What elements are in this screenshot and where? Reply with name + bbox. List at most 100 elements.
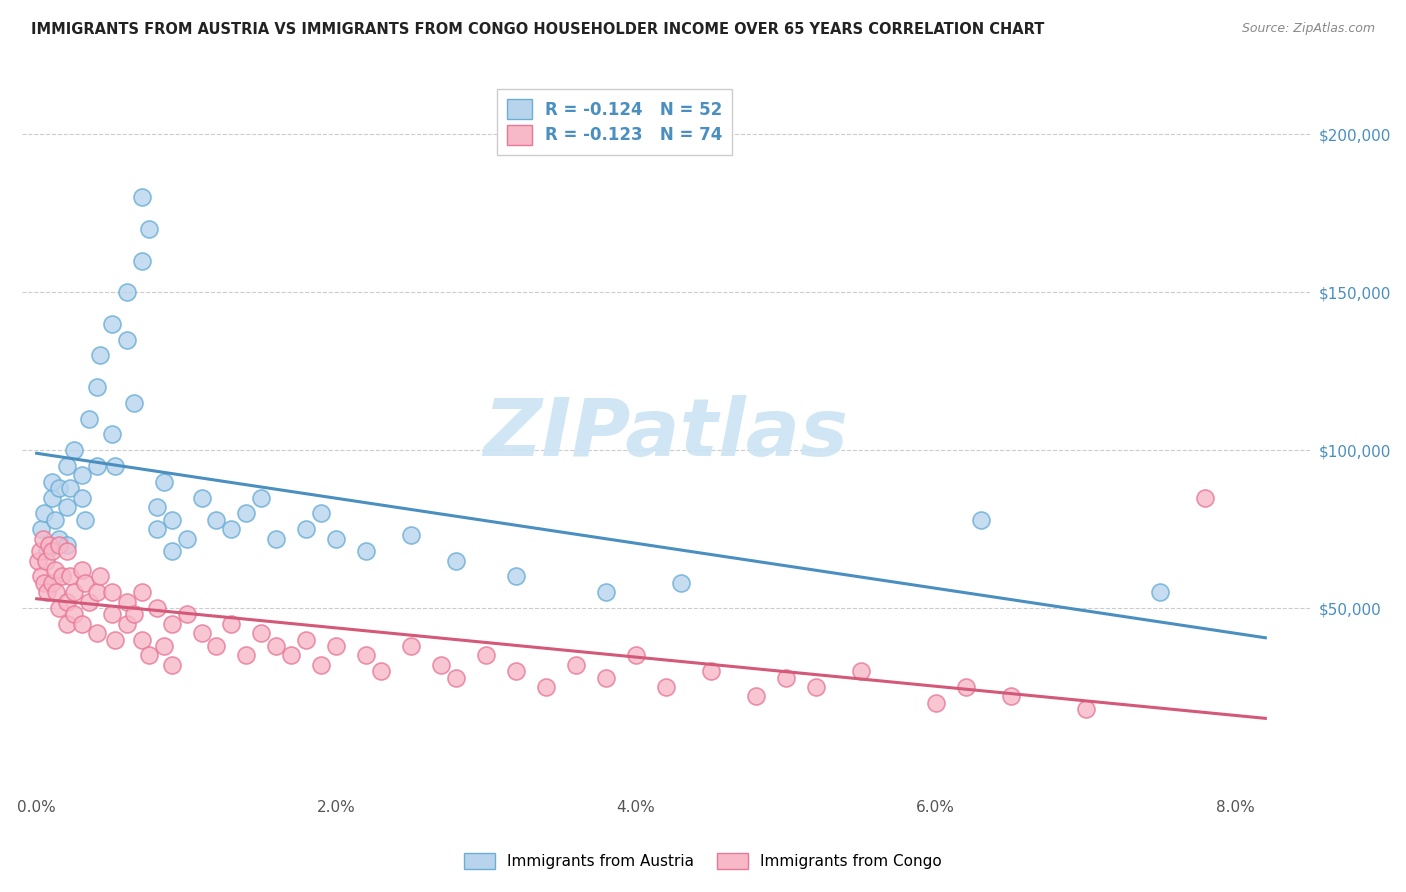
Point xyxy=(669,575,692,590)
Point xyxy=(401,639,423,653)
Point xyxy=(41,544,63,558)
Point xyxy=(1194,491,1216,505)
Point xyxy=(235,506,257,520)
Point xyxy=(59,481,82,495)
Point xyxy=(925,696,948,710)
Point xyxy=(100,607,122,622)
Point xyxy=(311,657,333,672)
Point xyxy=(430,657,453,672)
Point xyxy=(86,380,108,394)
Point xyxy=(32,506,55,520)
Point xyxy=(104,458,127,473)
Point xyxy=(37,585,59,599)
Point xyxy=(295,522,318,536)
Point xyxy=(30,569,52,583)
Point xyxy=(145,522,167,536)
Point xyxy=(77,411,100,425)
Point xyxy=(153,639,176,653)
Point xyxy=(31,532,53,546)
Point xyxy=(1074,702,1097,716)
Point xyxy=(44,513,66,527)
Point xyxy=(38,538,60,552)
Point xyxy=(131,253,153,268)
Point xyxy=(1149,585,1171,599)
Point xyxy=(30,522,52,536)
Point xyxy=(505,569,527,583)
Point xyxy=(250,626,273,640)
Point xyxy=(131,585,153,599)
Point xyxy=(55,538,77,552)
Legend: R = -0.124   N = 52, R = -0.123   N = 74: R = -0.124 N = 52, R = -0.123 N = 74 xyxy=(496,89,733,154)
Point xyxy=(48,601,70,615)
Point xyxy=(1000,690,1022,704)
Point xyxy=(63,585,86,599)
Point xyxy=(86,626,108,640)
Point xyxy=(145,601,167,615)
Point xyxy=(27,554,49,568)
Point xyxy=(37,544,59,558)
Point xyxy=(44,563,66,577)
Point xyxy=(100,317,122,331)
Point xyxy=(55,500,77,514)
Point xyxy=(595,585,617,599)
Point xyxy=(73,513,96,527)
Point xyxy=(595,671,617,685)
Point xyxy=(176,607,198,622)
Point xyxy=(41,575,63,590)
Point xyxy=(160,657,183,672)
Point xyxy=(401,528,423,542)
Text: Source: ZipAtlas.com: Source: ZipAtlas.com xyxy=(1241,22,1375,36)
Point xyxy=(153,475,176,489)
Point xyxy=(55,458,77,473)
Point xyxy=(59,569,82,583)
Point xyxy=(100,585,122,599)
Point xyxy=(145,500,167,514)
Point xyxy=(122,607,145,622)
Point xyxy=(250,491,273,505)
Point xyxy=(32,575,55,590)
Point xyxy=(505,664,527,678)
Point xyxy=(849,664,872,678)
Point xyxy=(955,680,977,694)
Point xyxy=(115,285,138,300)
Point xyxy=(969,513,991,527)
Point xyxy=(77,595,100,609)
Point xyxy=(235,648,257,663)
Point xyxy=(28,544,51,558)
Point xyxy=(89,348,111,362)
Point xyxy=(311,506,333,520)
Point xyxy=(131,190,153,204)
Point xyxy=(266,532,288,546)
Text: IMMIGRANTS FROM AUSTRIA VS IMMIGRANTS FROM CONGO HOUSEHOLDER INCOME OVER 65 YEAR: IMMIGRANTS FROM AUSTRIA VS IMMIGRANTS FR… xyxy=(31,22,1045,37)
Point xyxy=(55,616,77,631)
Point xyxy=(295,632,318,647)
Point xyxy=(160,616,183,631)
Point xyxy=(444,671,467,685)
Point xyxy=(325,532,347,546)
Legend: Immigrants from Austria, Immigrants from Congo: Immigrants from Austria, Immigrants from… xyxy=(458,847,948,875)
Point xyxy=(138,222,160,236)
Point xyxy=(131,632,153,647)
Point xyxy=(190,626,212,640)
Point xyxy=(655,680,678,694)
Point xyxy=(86,458,108,473)
Point xyxy=(70,616,93,631)
Point xyxy=(565,657,588,672)
Point xyxy=(48,532,70,546)
Point xyxy=(475,648,498,663)
Point xyxy=(370,664,392,678)
Point xyxy=(205,513,228,527)
Point xyxy=(221,522,243,536)
Point xyxy=(55,544,77,558)
Point xyxy=(444,554,467,568)
Point xyxy=(624,648,647,663)
Point xyxy=(700,664,723,678)
Point xyxy=(280,648,302,663)
Point xyxy=(221,616,243,631)
Point xyxy=(122,396,145,410)
Point xyxy=(160,513,183,527)
Point xyxy=(115,616,138,631)
Point xyxy=(176,532,198,546)
Point xyxy=(70,468,93,483)
Point xyxy=(70,563,93,577)
